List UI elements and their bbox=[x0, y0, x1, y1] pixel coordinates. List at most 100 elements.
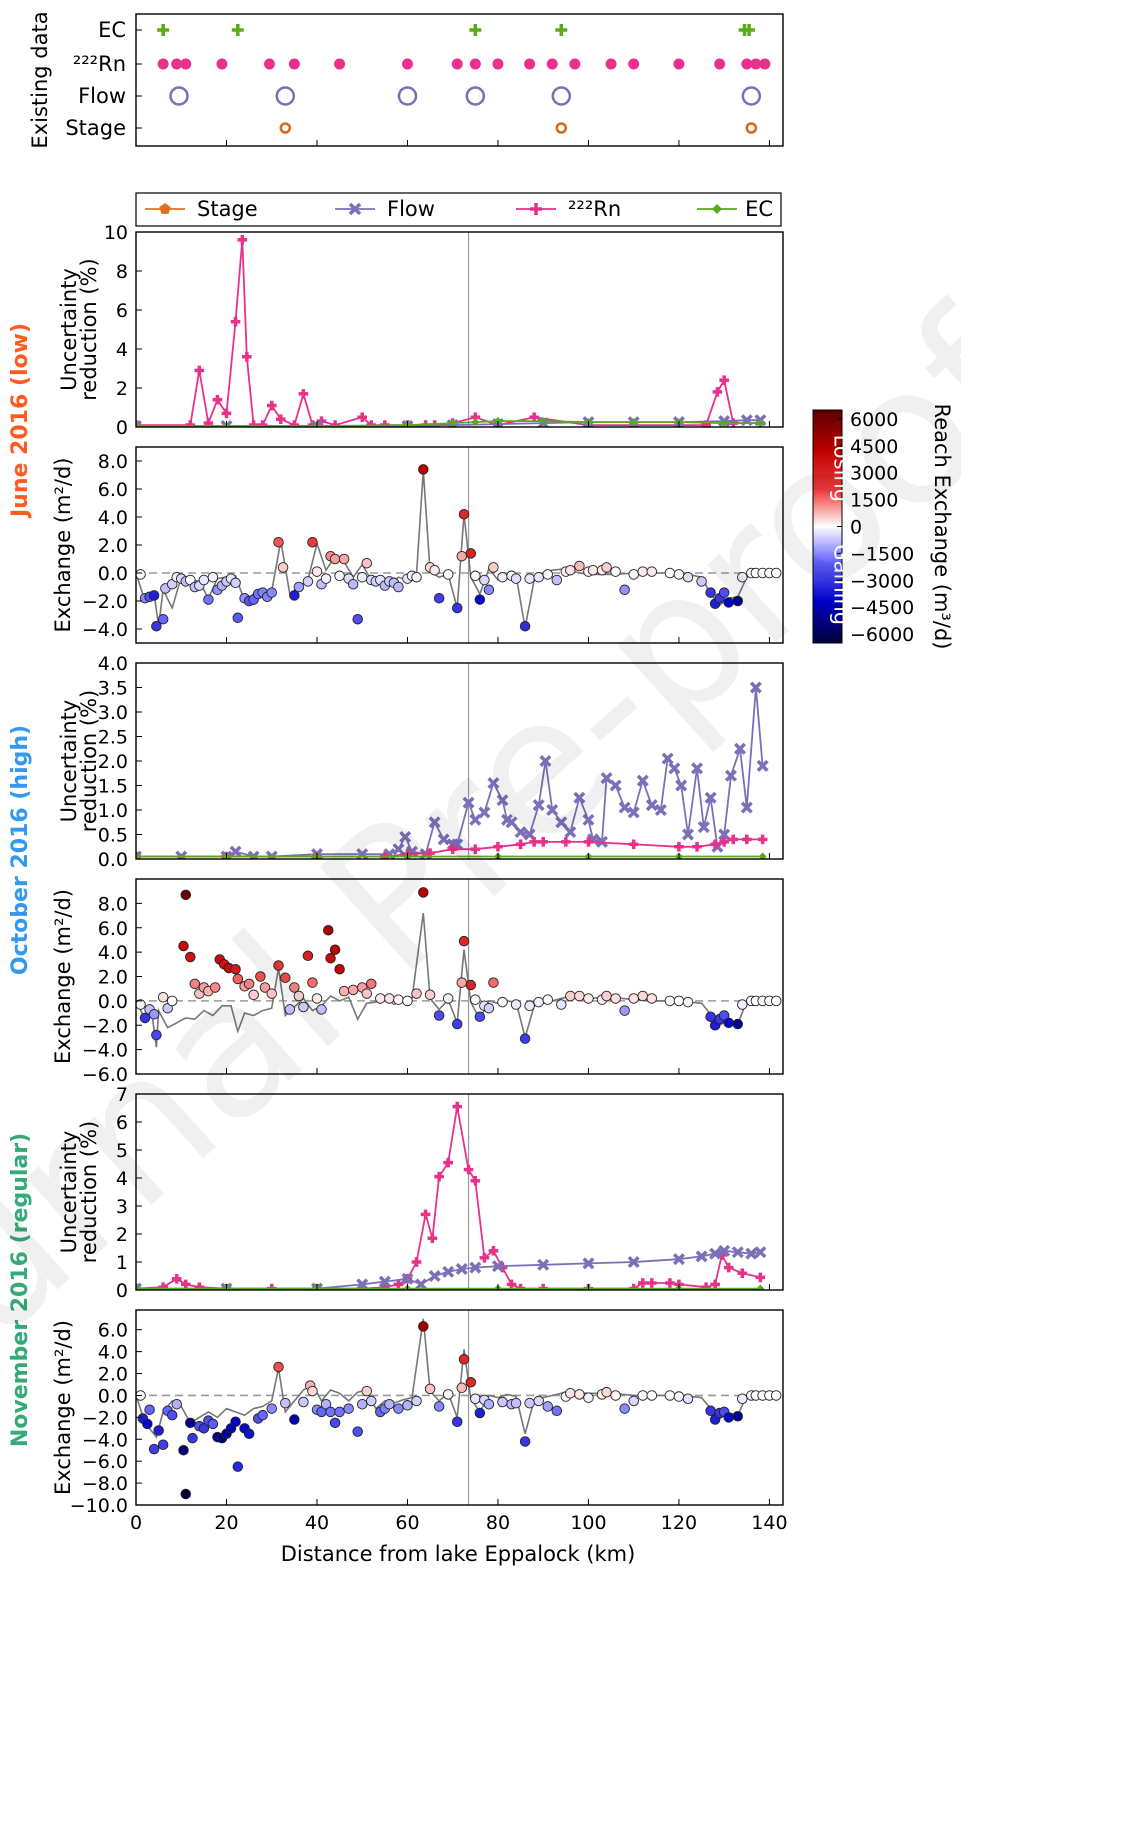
panel-3-ytick-label: 3.0 bbox=[98, 702, 128, 724]
panel-2-exchange-point bbox=[289, 590, 300, 601]
legend-label: EC bbox=[745, 197, 773, 221]
panel-5-series-point bbox=[443, 1157, 453, 1168]
panel-5-series-point bbox=[158, 1282, 168, 1290]
panel-3-series-point bbox=[742, 834, 752, 845]
panel-2-exchange-point bbox=[483, 584, 495, 596]
panel-6-exchange-point bbox=[153, 1425, 164, 1436]
panel-5-ytick-label: 5 bbox=[116, 1140, 128, 1162]
panel-4-modelled-line bbox=[136, 912, 774, 1048]
panel-4-exchange-point bbox=[148, 1009, 160, 1020]
row-label: June 2016 (low) bbox=[8, 323, 33, 519]
panel-2-plot-area bbox=[136, 447, 783, 643]
panel-4-exchange-point bbox=[361, 988, 372, 999]
panel-4-exchange-point bbox=[418, 887, 429, 898]
panel-2-exchange-point bbox=[737, 571, 748, 583]
panel-3-series-point bbox=[654, 804, 667, 816]
panel-6-exchange-point bbox=[307, 1385, 318, 1397]
panel-2-exchange-point bbox=[497, 571, 508, 583]
panel-6-exchange-point bbox=[637, 1390, 648, 1401]
panel-4-exchange-point bbox=[366, 978, 377, 990]
panel-5-ytick-label: 2 bbox=[116, 1224, 128, 1246]
panel-5-series-point bbox=[469, 1261, 482, 1274]
panel-4-exchange-point bbox=[583, 993, 594, 1004]
panel-3-series-point bbox=[740, 801, 753, 814]
panel-3-series-point bbox=[546, 804, 559, 816]
panel-5-series-point bbox=[718, 1244, 731, 1257]
panel-1-ytick-label: 2 bbox=[116, 378, 128, 400]
panel-3-series-point bbox=[758, 852, 767, 859]
panel-5-series-point bbox=[646, 1278, 657, 1288]
existing-dot-mark bbox=[157, 58, 169, 70]
panel-4-exchange-point bbox=[646, 993, 658, 1004]
panel-5-series-point bbox=[356, 1278, 369, 1290]
panel-6-xtick-label: 120 bbox=[661, 1512, 697, 1534]
panel-3-series-point bbox=[728, 834, 739, 845]
panel-3-ytick-label: 0.0 bbox=[98, 849, 128, 871]
panel-1-plot-area bbox=[136, 232, 767, 427]
panel-6-exchange-point bbox=[289, 1414, 300, 1425]
panel-3-series-point bbox=[470, 844, 481, 854]
panel-6-ytick-label: −4.0 bbox=[82, 1429, 128, 1451]
panel-4-exchange-point bbox=[151, 1029, 162, 1041]
panel-3-series-point bbox=[668, 762, 681, 775]
colorbar-tick-label: −6000 bbox=[850, 624, 914, 646]
panel-5-series-point bbox=[136, 1284, 140, 1290]
panel-6-exchange-point bbox=[682, 1393, 694, 1404]
panel-6-exchange-point bbox=[320, 1398, 332, 1410]
panel-2-exchange-point bbox=[458, 508, 470, 520]
existing-dot-mark bbox=[750, 58, 762, 70]
panel-3-series-point bbox=[618, 801, 631, 814]
panel-6-exchange-point bbox=[533, 1395, 544, 1407]
panel-6-exchange-point bbox=[273, 1361, 284, 1373]
panel-1-series-point bbox=[266, 400, 277, 411]
panel-4-exchange-point bbox=[737, 999, 748, 1010]
panel-6-exchange-point bbox=[483, 1398, 495, 1410]
legend-label: Flow bbox=[387, 197, 435, 221]
existing-dot-mark bbox=[569, 58, 581, 70]
existing-dot-mark bbox=[714, 58, 726, 70]
panel-6-ytick-label: −10.0 bbox=[70, 1495, 128, 1517]
panel-2-exchange-point bbox=[696, 576, 707, 587]
existing-dot-mark bbox=[605, 58, 617, 70]
existing-dot-mark bbox=[741, 58, 753, 70]
panel-2-exchange-point bbox=[232, 612, 244, 624]
panel-1-series-point bbox=[257, 420, 268, 427]
panel-6-ytick-label: 0.0 bbox=[98, 1385, 128, 1407]
panel-3-ylabel-line2: reduction (%) bbox=[77, 690, 101, 833]
panel-2-exchange-point bbox=[442, 569, 454, 580]
existing-plus-mark bbox=[157, 24, 170, 36]
panel-4-ytick-label: 0.0 bbox=[98, 991, 128, 1013]
panel-6-ytick-label: 6.0 bbox=[98, 1320, 128, 1342]
row-label-month: June bbox=[8, 455, 33, 519]
panel-3-series-point bbox=[515, 839, 526, 850]
panel-6-ytick-label: −2.0 bbox=[82, 1407, 128, 1429]
panel-4-exchange-point bbox=[637, 990, 648, 1002]
panel-3-series-point bbox=[437, 833, 450, 846]
panel-4-exchange-point bbox=[284, 1004, 296, 1015]
panel-6-exchange-point bbox=[329, 1417, 341, 1429]
panel-6-exchange-point bbox=[551, 1405, 563, 1417]
panel-2-exchange-point bbox=[393, 581, 404, 593]
row-label-month: October bbox=[8, 869, 33, 976]
figure: EC ²²²Rn Flow Stage Existing data Stage Flow ²… bbox=[0, 11, 961, 1566]
panel-4-exchange-point bbox=[248, 989, 259, 1001]
panel-6-exchange-point bbox=[384, 1398, 395, 1410]
panel-5-series-point bbox=[401, 1272, 414, 1285]
panel-6-exchange-point bbox=[418, 1321, 429, 1332]
panel-6-exchange-point bbox=[574, 1389, 585, 1400]
panel-1-series-point bbox=[756, 419, 765, 427]
panel-5-series-point bbox=[695, 1250, 708, 1263]
panel-2-exchange-point bbox=[338, 553, 350, 565]
panel-4-exchange-point bbox=[185, 951, 196, 963]
panel-5-series-point bbox=[488, 1246, 499, 1256]
existing-row-label: EC bbox=[98, 18, 126, 42]
panel-6-xtick-label: 140 bbox=[751, 1512, 787, 1534]
panel-6-exchange-point bbox=[325, 1406, 336, 1418]
panel-1-series-point bbox=[136, 422, 140, 427]
panel-3-series-point bbox=[392, 843, 405, 856]
existing-plus-mark bbox=[555, 24, 568, 36]
existing-dot-mark bbox=[546, 58, 558, 70]
panel-5-ytick-label: 4 bbox=[116, 1168, 128, 1190]
existing-plus-mark bbox=[469, 24, 482, 36]
